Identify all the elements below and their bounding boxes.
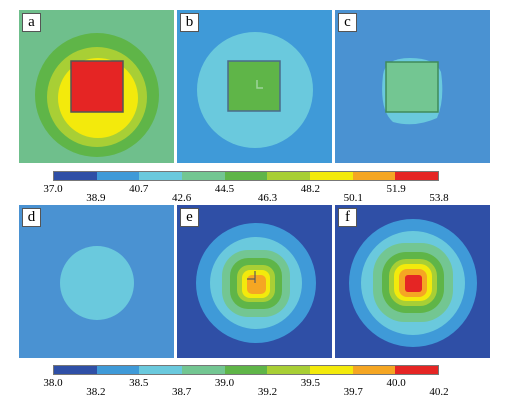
colorbar-tick-label: 37.0	[43, 183, 63, 195]
colorbar-top	[53, 171, 439, 181]
colorbar-segment	[224, 172, 268, 180]
panel-label: a	[22, 13, 41, 32]
colorbar-segment	[139, 172, 183, 180]
colorbar-tick-label: 39.5	[300, 377, 320, 389]
colorbar-segment	[267, 172, 311, 180]
colorbar-bottom	[53, 365, 439, 375]
colorbar-segment	[224, 366, 268, 374]
panel-c: c	[335, 10, 490, 163]
colorbar-tick-label: 42.6	[172, 192, 192, 204]
colorbar-segment	[395, 366, 439, 374]
colorbar-tick-label: 38.5	[129, 377, 149, 389]
colorbar-segment	[395, 172, 439, 180]
colorbar-tick-label: 38.0	[43, 377, 63, 389]
colorbar-segment	[54, 366, 97, 374]
panel-label: d	[22, 208, 41, 227]
colorbar-tick-label: 38.2	[86, 386, 106, 398]
colorbar-tick-label: 40.0	[386, 377, 406, 389]
colorbar-segment	[352, 366, 396, 374]
contour-map-c	[335, 10, 490, 163]
contour-map-d	[19, 205, 174, 358]
contour-map-b	[177, 10, 332, 163]
contour-map-f	[335, 205, 490, 358]
colorbar-top-ticks: 37.0 38.9 40.7 42.6 44.5 46.3 48.2 50.1 51.9 53.8	[0, 183, 510, 204]
colorbar-segment	[182, 172, 225, 180]
colorbar-segment	[139, 366, 183, 374]
colorbar-tick-label: 51.9	[386, 183, 406, 195]
colorbar-segment	[310, 172, 353, 180]
colorbar-tick-label: 53.8	[429, 192, 449, 204]
contour-map-a	[19, 10, 174, 163]
panel-a: a	[19, 10, 174, 163]
colorbar-bottom-ticks: 38.0 38.2 38.5 38.7 39.0 39.2 39.5 39.7 40.0 40.2	[0, 377, 510, 398]
panel-f: f	[335, 205, 490, 358]
colorbar-segment	[96, 172, 140, 180]
colorbar-segment	[267, 366, 311, 374]
colorbar-segment	[310, 366, 353, 374]
colorbar-tick-label: 38.7	[172, 386, 192, 398]
colorbar-segment	[96, 366, 140, 374]
panel-b: b	[177, 10, 332, 163]
colorbar-tick-label: 48.2	[300, 183, 320, 195]
colorbar-tick-label: 40.2	[429, 386, 449, 398]
panel-label: c	[338, 13, 357, 32]
colorbar-segment	[352, 172, 396, 180]
colorbar-tick-label: 38.9	[86, 192, 106, 204]
colorbar-tick-label: 39.2	[257, 386, 278, 398]
colorbar-tick-label: 39.7	[343, 386, 363, 398]
contour-map-e	[177, 205, 332, 358]
colorbar-tick-label: 50.1	[343, 192, 363, 204]
colorbar-segment	[182, 366, 225, 374]
panel-label: b	[180, 13, 199, 32]
panel-label: e	[180, 208, 199, 227]
colorbar-segment	[54, 172, 97, 180]
colorbar-tick-label: 39.0	[214, 377, 235, 389]
panel-e: e	[177, 205, 332, 358]
panel-d: d	[19, 205, 174, 358]
colorbar-tick-label: 40.7	[129, 183, 149, 195]
panel-label: f	[338, 208, 357, 227]
colorbar-tick-label: 44.5	[214, 183, 235, 195]
colorbar-tick-label: 46.3	[257, 192, 278, 204]
